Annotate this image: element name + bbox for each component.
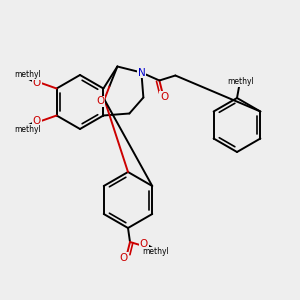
Text: O: O [32, 116, 41, 127]
Text: O: O [32, 77, 41, 88]
Text: O: O [120, 253, 128, 263]
Text: O: O [160, 92, 169, 101]
Text: methyl: methyl [228, 77, 254, 86]
Text: methyl: methyl [14, 125, 41, 134]
Text: O: O [140, 239, 148, 249]
Text: O: O [96, 97, 104, 106]
Text: methyl: methyl [142, 248, 170, 256]
Text: methyl: methyl [14, 70, 41, 79]
Text: N: N [137, 68, 145, 77]
